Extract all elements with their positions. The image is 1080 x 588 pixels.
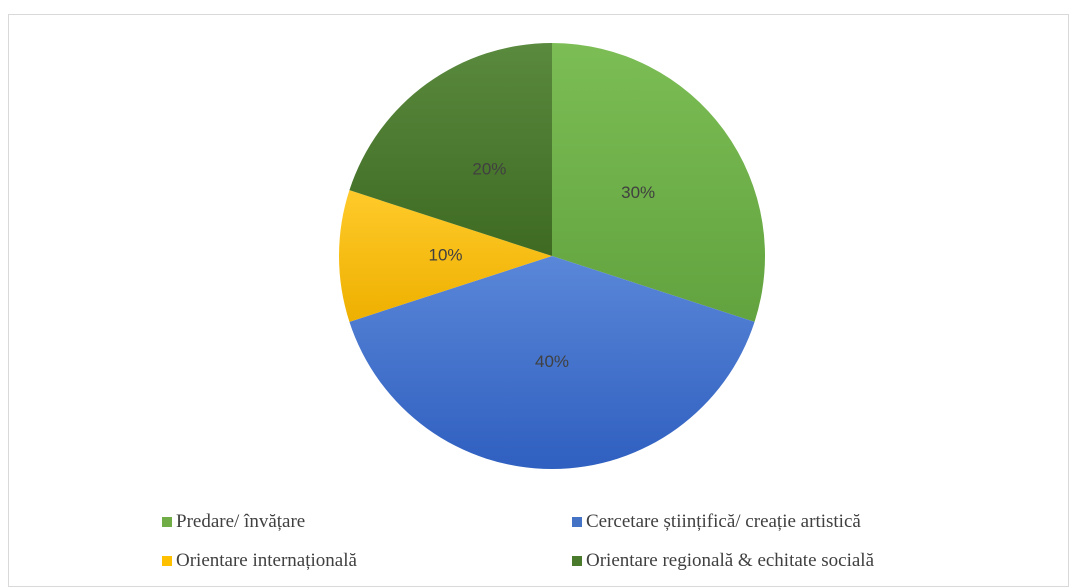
legend-item-regionala: Orientare regională & echitate socială <box>572 550 874 572</box>
chart-frame: 30% 40% 10% 20% Predare/ învățare Cercetare… <box>8 14 1069 587</box>
legend-label: Orientare regională & echitate socială <box>586 550 875 571</box>
legend-label: Cercetare științifică/ creație artistică <box>586 511 861 532</box>
legend-item-cercetare: Cercetare științifică/ creație artistică <box>572 511 861 533</box>
slice-cercetare <box>349 256 755 469</box>
legend-swatch <box>572 556 582 566</box>
legend-label: Predare/ învățare <box>176 511 306 532</box>
legend-swatch <box>572 517 582 527</box>
slice-regionala <box>349 43 552 256</box>
data-label-regionala: 20% <box>472 159 506 178</box>
legend-item-internationala: Orientare internațională <box>162 550 357 572</box>
legend-item-predare: Predare/ învățare <box>162 511 305 533</box>
data-label-predare: 30% <box>621 183 655 202</box>
legend-swatch <box>162 556 172 566</box>
slice-internationala <box>339 190 552 322</box>
data-label-cercetare: 40% <box>535 352 569 371</box>
legend-swatch <box>162 517 172 527</box>
pie-chart: 30% 40% 10% 20% <box>339 43 765 469</box>
slice-predare <box>552 43 765 322</box>
legend-label: Orientare internațională <box>176 550 357 571</box>
data-label-internationala: 10% <box>428 245 462 264</box>
